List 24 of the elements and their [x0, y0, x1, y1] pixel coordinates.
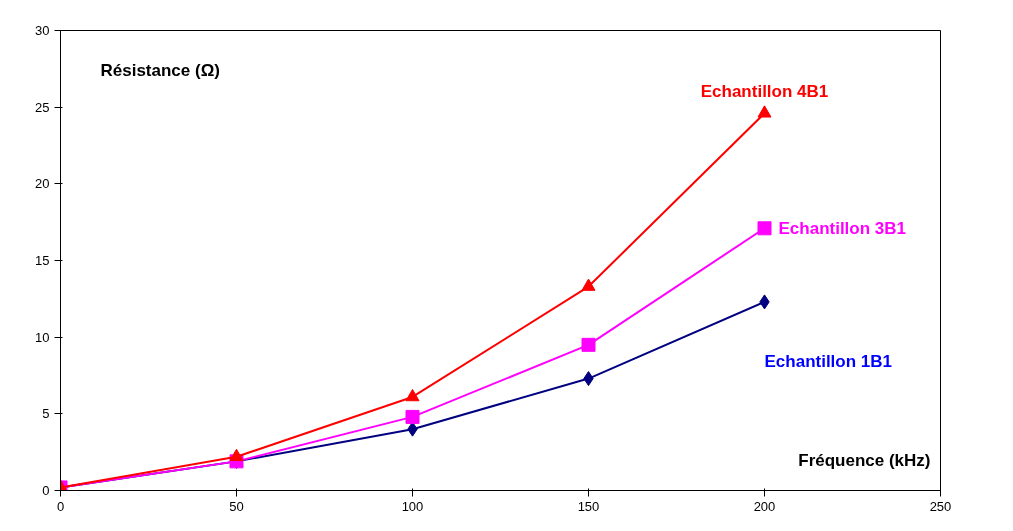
y-tick-label: 25	[35, 99, 50, 115]
point	[757, 221, 772, 236]
y-axis-title: Résistance (Ω)	[100, 61, 220, 80]
y-tick-label: 15	[35, 253, 50, 268]
y-tick-label: 10	[35, 329, 50, 345]
point	[405, 409, 420, 424]
series-label: Echantillon 3B1	[778, 218, 907, 238]
y-tick-label: 30	[35, 23, 50, 38]
text: Echantillon 1B1	[764, 352, 893, 372]
point	[229, 448, 244, 462]
x-axis-title: Fréquence (kHz)	[798, 451, 931, 470]
point	[405, 388, 420, 402]
point	[581, 278, 596, 291]
x-tick-label: 100	[401, 498, 424, 514]
y-tick-label: 20	[35, 176, 50, 192]
x-tick-label: 0	[56, 498, 65, 514]
y-tick-label: 5	[42, 406, 50, 422]
x-tick-label: 200	[753, 498, 776, 514]
y-tick-label: 0	[42, 483, 50, 498]
series-label: Echantillon 4B1	[700, 82, 829, 102]
point	[581, 337, 596, 352]
x-tick-label: 250	[929, 498, 952, 514]
x-tick-label: 50	[229, 498, 244, 514]
x-tick-label: 150	[577, 498, 600, 514]
